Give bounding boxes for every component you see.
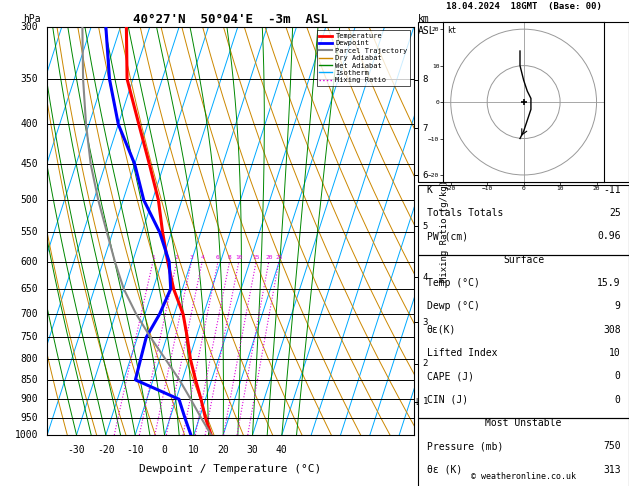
Text: 2: 2 [175,255,179,260]
Text: 308: 308 [603,325,621,335]
Text: CIN (J): CIN (J) [426,395,468,405]
Text: 20: 20 [265,255,272,260]
Text: 30: 30 [247,445,259,455]
Bar [418,418,629,486]
Text: 0: 0 [162,445,167,455]
Text: Surface: Surface [503,255,544,265]
Text: Temp (°C): Temp (°C) [426,278,479,288]
Text: 10: 10 [235,255,243,260]
Text: 18.04.2024  18GMT  (Base: 00): 18.04.2024 18GMT (Base: 00) [446,2,601,12]
Text: 5: 5 [423,222,428,230]
Text: 500: 500 [20,195,38,205]
Text: 350: 350 [20,74,38,84]
Bar [418,185,629,255]
Text: 3: 3 [423,318,428,327]
Text: 4: 4 [200,255,204,260]
Text: 3: 3 [189,255,193,260]
Text: 600: 600 [20,257,38,267]
Text: 313: 313 [603,465,621,475]
Text: Pressure (mb): Pressure (mb) [426,441,503,451]
Text: 650: 650 [20,284,38,294]
Text: θε(K): θε(K) [426,325,456,335]
Bar [418,255,629,418]
Text: 1: 1 [151,255,155,260]
Text: 25: 25 [609,208,621,218]
Text: θε (K): θε (K) [426,465,462,475]
Text: 400: 400 [20,119,38,129]
Text: LCL: LCL [416,399,430,407]
Text: 2: 2 [423,359,428,368]
Text: 0: 0 [615,395,621,405]
Text: -11: -11 [603,185,621,195]
Text: kt: kt [447,25,457,35]
Text: -30: -30 [68,445,86,455]
Text: km: km [418,14,430,24]
Text: 900: 900 [20,394,38,404]
Text: 300: 300 [20,22,38,32]
Text: 25: 25 [275,255,282,260]
Text: 20: 20 [217,445,229,455]
Text: Dewp (°C): Dewp (°C) [426,301,479,312]
Text: Most Unstable: Most Unstable [486,418,562,428]
Text: 6: 6 [216,255,220,260]
Text: 950: 950 [20,413,38,423]
Text: K: K [426,185,433,195]
Text: ASL: ASL [418,26,436,36]
Text: 10: 10 [188,445,200,455]
Text: 1000: 1000 [14,430,38,440]
Text: 850: 850 [20,375,38,385]
Bar [418,22,629,182]
Text: 9: 9 [615,301,621,312]
Text: -20: -20 [97,445,114,455]
Title: 40°27'N  50°04'E  -3m  ASL: 40°27'N 50°04'E -3m ASL [133,13,328,26]
Text: 6: 6 [423,171,428,180]
Text: Mixing Ratio (g/kg): Mixing Ratio (g/kg) [440,180,449,282]
Text: 750: 750 [20,332,38,343]
Text: 1: 1 [423,398,428,406]
Text: 8: 8 [228,255,231,260]
Text: CAPE (J): CAPE (J) [426,371,474,382]
Text: © weatheronline.co.uk: © weatheronline.co.uk [471,472,576,481]
Text: 800: 800 [20,354,38,364]
Text: 750: 750 [603,441,621,451]
Text: hPa: hPa [23,14,41,24]
Text: Totals Totals: Totals Totals [426,208,503,218]
Text: 0: 0 [615,371,621,382]
Text: Dewpoint / Temperature (°C): Dewpoint / Temperature (°C) [140,464,321,473]
Text: Lifted Index: Lifted Index [426,348,497,358]
Text: 0.96: 0.96 [597,231,621,242]
Text: 450: 450 [20,159,38,169]
Text: 4: 4 [423,273,428,282]
Text: 700: 700 [20,309,38,319]
Text: 40: 40 [276,445,287,455]
Legend: Temperature, Dewpoint, Parcel Trajectory, Dry Adiabat, Wet Adiabat, Isotherm, Mi: Temperature, Dewpoint, Parcel Trajectory… [316,30,410,86]
Text: 550: 550 [20,227,38,237]
Text: -10: -10 [126,445,144,455]
Text: PW (cm): PW (cm) [426,231,468,242]
Text: 15.9: 15.9 [597,278,621,288]
Text: 15: 15 [252,255,260,260]
Text: 10: 10 [609,348,621,358]
Text: 8: 8 [423,75,428,85]
Text: 7: 7 [423,124,428,133]
